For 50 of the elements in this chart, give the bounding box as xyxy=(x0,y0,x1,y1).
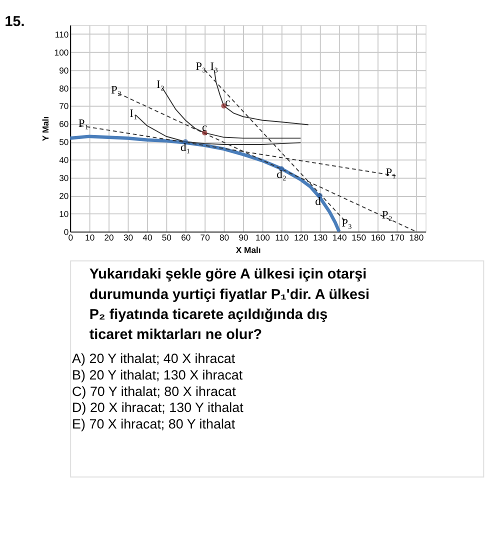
x-tick-label: 30 xyxy=(123,232,134,243)
y-tick-label: 10 xyxy=(59,208,69,219)
x-tick-label: 120 xyxy=(294,232,309,243)
annotation: I₁ xyxy=(130,108,138,120)
y-tick-label: 20 xyxy=(59,191,69,202)
x-tick-label: 110 xyxy=(275,232,290,243)
y-tick-label: 90 xyxy=(59,65,69,76)
y-tick-label: 40 xyxy=(59,155,69,166)
annotation: d₂ xyxy=(276,168,286,181)
annotation: P₂ xyxy=(111,84,122,97)
y-tick-label: 100 xyxy=(54,47,69,58)
annotation: c xyxy=(225,97,230,110)
x-tick-label: 20 xyxy=(104,232,114,243)
annotation: I₂ xyxy=(156,79,164,92)
x-tick-label: 180 xyxy=(409,232,424,243)
x-tick-label: 170 xyxy=(390,232,405,243)
x-tick-label: 80 xyxy=(220,232,230,243)
x-tick-label: 70 xyxy=(200,232,210,243)
text: E) 70 X ihracat; 80 Y ithalat xyxy=(72,416,236,432)
annotation: d₁ xyxy=(180,142,190,154)
y-tick-label: 60 xyxy=(59,119,69,130)
x-tick-label: 40 xyxy=(142,232,152,243)
annotation: P₃ xyxy=(196,61,206,74)
y-axis-title: Y Malı xyxy=(40,116,50,142)
x-tick-label: 50 xyxy=(162,232,172,243)
x-tick-label: 140 xyxy=(332,232,347,243)
x-tick-label: 160 xyxy=(370,232,386,243)
x-tick-label: 10 xyxy=(85,232,95,243)
annotation: d xyxy=(315,196,322,208)
annotation: P₂ xyxy=(382,209,392,222)
chart-title: 15. xyxy=(4,14,25,30)
text: Yukarıdaki şekle göre A ülkesi için otarşi durumunda yurtiçi fiyatlar P₁'dir. A ülkesi P₂ fiyatında ticarete açıldığında dış ticaret miktarları ne olur? xyxy=(89,266,370,344)
x-tick-label: 90 xyxy=(238,232,249,243)
x-tick-label: 100 xyxy=(256,232,270,243)
x-tick-label: 60 xyxy=(181,232,191,243)
y-tick-label: 70 xyxy=(59,101,69,112)
x-tick-label: 150 xyxy=(352,232,366,243)
y-tick-label: 30 xyxy=(59,173,69,184)
annotation: P₃ xyxy=(342,217,352,230)
y-tick-label: 80 xyxy=(59,83,69,94)
text: A) 20 Y ithalat; 40 X ihracat xyxy=(72,351,236,366)
x-axis-title: X Malı xyxy=(236,245,261,256)
y-tick-label: 110 xyxy=(54,29,69,40)
annotation: I₃ xyxy=(210,61,218,74)
text: C) 70 Y ithalat; 80 X ihracat xyxy=(72,384,236,399)
text: D) 20 X ihracat; 130 Y ithalat xyxy=(72,400,244,416)
text: B) 20 Y ithalat; 130 X ihracat xyxy=(72,368,243,383)
annotation: P₁ xyxy=(78,118,89,130)
x-tick-label: 130 xyxy=(313,232,328,243)
y-tick-label: 50 xyxy=(59,137,69,148)
